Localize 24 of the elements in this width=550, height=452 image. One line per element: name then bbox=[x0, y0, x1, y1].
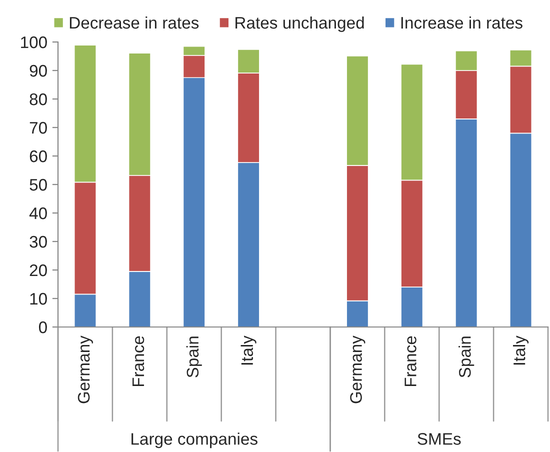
y-tick-label: 90 bbox=[30, 64, 47, 77]
text: SMEs bbox=[418, 433, 461, 445]
y-tick-label: 30 bbox=[30, 236, 47, 248]
x-tick-label: Italy bbox=[240, 336, 256, 365]
y-tick-label: 50 bbox=[30, 178, 47, 191]
text: Large companies bbox=[132, 432, 258, 448]
x-tick-label: Italy bbox=[513, 336, 529, 365]
y-tick-label: 70 bbox=[30, 122, 47, 134]
x-tick-label: Germany bbox=[350, 336, 366, 404]
x-tick-label: Germany bbox=[78, 336, 93, 404]
x-tick-label: France bbox=[132, 336, 144, 386]
y-tick-label: 60 bbox=[30, 150, 47, 162]
y-tick-label: 80 bbox=[30, 93, 47, 106]
y-tick-label: 40 bbox=[29, 207, 47, 220]
x-tick-label: France bbox=[404, 336, 416, 386]
legend-label: Decrease in rates bbox=[70, 16, 199, 29]
legend-label: Rates unchanged bbox=[236, 16, 364, 32]
x-tick-label: Spain bbox=[186, 336, 202, 378]
x-tick-label: Spain bbox=[458, 336, 474, 378]
legend-label: Increase in rates bbox=[401, 16, 522, 29]
y-tick-label: 0 bbox=[38, 321, 47, 334]
y-tick-label: 100 bbox=[21, 36, 47, 48]
y-tick-label: 20 bbox=[30, 264, 47, 276]
y-tick-label: 10 bbox=[30, 292, 47, 305]
